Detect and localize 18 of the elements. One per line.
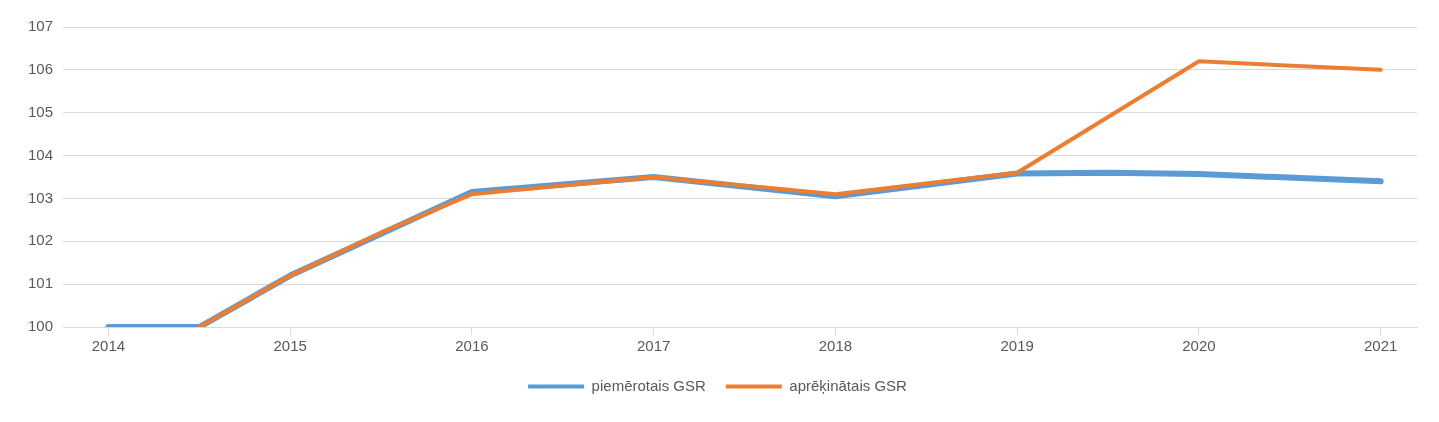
legend-label: piemērotais GSR — [591, 376, 706, 394]
y-tick-label: 100 — [28, 317, 54, 335]
x-tick-label: 2021 — [1363, 337, 1398, 355]
x-tick-label: 2020 — [1182, 337, 1216, 355]
y-tick-label: 102 — [28, 231, 54, 249]
y-tick-label: 103 — [28, 188, 54, 206]
x-tick-label: 2018 — [818, 337, 853, 355]
legend-label: aprēķinātais GSR — [789, 376, 908, 394]
x-tick-label: 2016 — [455, 337, 489, 355]
y-tick-label: 101 — [28, 274, 54, 292]
y-tick-label: 106 — [28, 60, 54, 77]
y-tick-label: 104 — [28, 145, 54, 163]
x-tick-label: 2019 — [1000, 337, 1034, 355]
x-tick-label: 2017 — [637, 337, 671, 355]
x-tick-label: 2014 — [91, 337, 126, 355]
y-tick-label: 107 — [28, 17, 54, 35]
y-tick-label: 105 — [28, 102, 54, 120]
x-tick-label: 2015 — [273, 337, 307, 355]
